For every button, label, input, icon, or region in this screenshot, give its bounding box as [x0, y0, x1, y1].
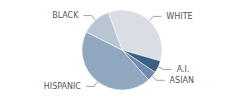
svg-text:BLACK: BLACK — [52, 11, 79, 20]
svg-text:HISPANIC: HISPANIC — [44, 82, 82, 91]
svg-text:A.I.: A.I. — [177, 65, 190, 74]
svg-text:WHITE: WHITE — [166, 12, 192, 21]
svg-text:ASIAN: ASIAN — [170, 76, 194, 85]
